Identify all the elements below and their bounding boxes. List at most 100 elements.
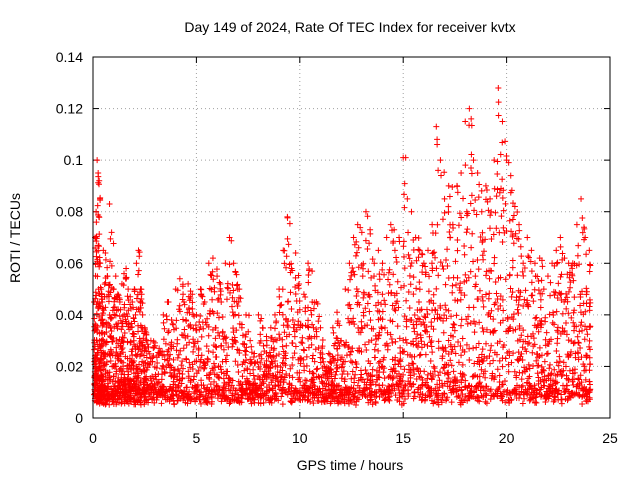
data-point: [355, 244, 362, 251]
data-point: [440, 365, 447, 372]
data-point: [397, 356, 404, 363]
data-point: [487, 313, 494, 320]
data-point: [102, 304, 109, 311]
data-point: [562, 363, 569, 370]
data-point: [397, 363, 404, 370]
data-point: [511, 386, 518, 393]
data-point: [227, 289, 234, 296]
data-point: [283, 342, 290, 349]
data-point: [439, 355, 446, 362]
data-point: [381, 297, 388, 304]
data-point: [424, 310, 431, 317]
data-point: [146, 361, 153, 368]
data-point: [554, 327, 561, 334]
data-point: [452, 382, 459, 389]
data-point: [444, 263, 451, 270]
data-point: [368, 382, 375, 389]
data-point: [505, 361, 512, 368]
data-point: [476, 373, 483, 380]
data-point: [136, 361, 143, 368]
data-point: [435, 396, 442, 403]
data-point: [581, 236, 588, 243]
data-point: [229, 343, 236, 350]
data-point: [443, 396, 450, 403]
data-point: [366, 308, 373, 315]
data-point: [464, 320, 471, 327]
data-point: [355, 299, 362, 306]
data-point: [385, 276, 392, 283]
data-point: [278, 393, 285, 400]
data-point: [526, 373, 533, 380]
data-point: [441, 312, 448, 319]
data-point: [99, 373, 106, 380]
data-point: [167, 341, 174, 348]
data-point: [360, 388, 367, 395]
data-point: [243, 357, 250, 364]
data-point: [119, 368, 126, 375]
data-point: [106, 281, 113, 288]
data-point: [529, 292, 536, 299]
data-point: [124, 293, 131, 300]
data-point: [463, 208, 470, 215]
data-point: [170, 356, 177, 363]
data-point: [525, 361, 532, 368]
data-point: [127, 301, 134, 308]
data-point: [299, 340, 306, 347]
data-point: [251, 360, 258, 367]
data-point: [175, 383, 182, 390]
x-tick-label: 5: [193, 430, 201, 446]
data-point: [512, 326, 519, 333]
data-point: [506, 325, 513, 332]
data-point: [200, 325, 207, 332]
data-point: [319, 351, 326, 358]
data-point: [502, 355, 509, 362]
data-point: [487, 195, 494, 202]
data-point: [155, 379, 162, 386]
data-point: [259, 325, 266, 332]
data-point: [579, 215, 586, 222]
data-point: [552, 289, 559, 296]
data-point: [358, 324, 365, 331]
data-point: [393, 290, 400, 297]
data-point: [450, 368, 457, 375]
data-point: [510, 311, 517, 318]
data-point: [419, 262, 426, 269]
data-point: [175, 351, 182, 358]
data-point: [578, 319, 585, 326]
data-point: [394, 278, 401, 285]
data-point: [538, 277, 545, 284]
data-point: [372, 282, 379, 289]
data-point: [222, 260, 229, 267]
data-point: [159, 362, 166, 369]
data-point: [183, 355, 190, 362]
data-point: [304, 397, 311, 404]
data-point: [480, 357, 487, 364]
data-point: [314, 365, 321, 372]
data-point: [396, 390, 403, 397]
data-point: [558, 396, 565, 403]
data-point: [179, 296, 186, 303]
data-point: [132, 311, 139, 318]
data-point: [376, 271, 383, 278]
data-point: [123, 365, 130, 372]
data-point: [441, 361, 448, 368]
data-point: [466, 345, 473, 352]
data-point: [424, 371, 431, 378]
data-point: [454, 183, 461, 190]
data-point: [378, 325, 385, 332]
data-point: [468, 115, 475, 122]
data-point: [392, 392, 399, 399]
data-point: [405, 393, 412, 400]
data-point: [379, 308, 386, 315]
data-point: [174, 287, 181, 294]
data-point: [495, 275, 502, 282]
data-point: [445, 375, 452, 382]
data-point: [280, 354, 287, 361]
x-tick-label: 10: [292, 430, 308, 446]
data-point: [577, 302, 584, 309]
data-point: [307, 398, 314, 405]
data-point: [498, 213, 505, 220]
data-point: [216, 386, 223, 393]
data-point: [553, 247, 560, 254]
data-point: [326, 392, 333, 399]
